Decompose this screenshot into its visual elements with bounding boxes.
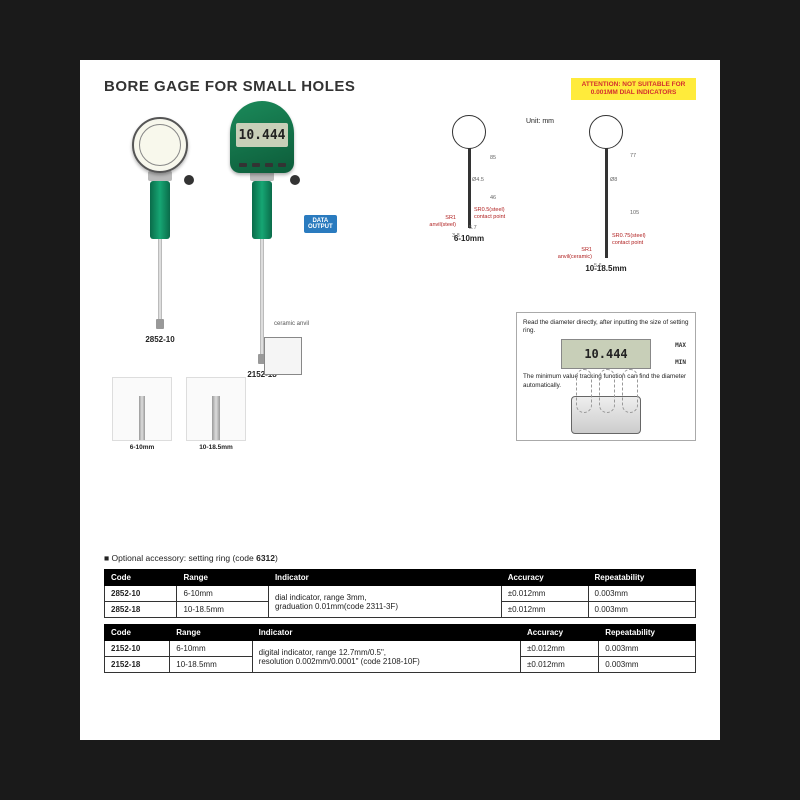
dim-w: 5.7 bbox=[469, 225, 477, 231]
info-panel: Read the diameter directly, after inputt… bbox=[516, 312, 696, 441]
anvil-detail-box bbox=[264, 337, 302, 375]
tip-closeups: 6-10mm 10-18.5mm bbox=[112, 377, 246, 451]
dial-outline bbox=[452, 115, 486, 149]
callout-contact: SR0.75(steel) contact point bbox=[612, 233, 646, 247]
stem bbox=[158, 239, 162, 319]
info-text-1: Read the diameter directly, after inputt… bbox=[523, 319, 689, 335]
tech-label: 10-18.5mm bbox=[546, 264, 666, 273]
spec-table-dial: Code Range Indicator Accuracy Repeatabil… bbox=[104, 569, 696, 618]
handle bbox=[252, 181, 272, 239]
th-repeat: Repeatability bbox=[588, 570, 695, 586]
button-row bbox=[236, 163, 288, 167]
data-output-badge: DATA OUTPUT bbox=[304, 215, 337, 233]
callout-contact: SR0.5(steel) contact point bbox=[474, 207, 505, 221]
tech-label: 6-10mm bbox=[414, 234, 524, 243]
dim-h2: 46 bbox=[490, 195, 496, 201]
ring-diagram bbox=[523, 396, 689, 434]
lcd-display: 10.444 bbox=[236, 123, 288, 147]
min-label: MIN bbox=[675, 359, 686, 367]
dim-h1: 77 bbox=[630, 153, 636, 159]
accessory-note: ■ Optional accessory: setting ring (code… bbox=[104, 553, 696, 563]
dial-outline bbox=[589, 115, 623, 149]
dim-d: Ø4.5 bbox=[472, 177, 484, 183]
info-lcd: 10.444 MAX MIN bbox=[561, 339, 651, 369]
handle bbox=[150, 181, 170, 239]
adjust-knob bbox=[184, 175, 194, 185]
th-code: Code bbox=[105, 570, 177, 586]
stem-outline bbox=[605, 148, 608, 258]
callout-anvil: SR1 anvil(steel) bbox=[410, 215, 456, 229]
th-repeat: Repeatability bbox=[599, 625, 696, 641]
th-range: Range bbox=[170, 625, 252, 641]
th-code: Code bbox=[105, 625, 170, 641]
dim-w: 5.6 bbox=[594, 263, 602, 269]
datasheet: BORE GAGE FOR SMALL HOLES ATTENTION: NOT… bbox=[80, 60, 720, 740]
dim-h2: 105 bbox=[630, 210, 639, 216]
analog-label: 2852-10 bbox=[132, 335, 188, 344]
dim-h1: 85 bbox=[490, 155, 496, 161]
dim-t: 3.8 bbox=[452, 233, 460, 239]
th-accuracy: Accuracy bbox=[501, 570, 588, 586]
dim-d: Ø8 bbox=[610, 177, 617, 183]
probe-tip bbox=[156, 319, 164, 329]
tech-drawing-large: 77 105 Ø8 SR0.75(steel) contact point SR… bbox=[546, 115, 666, 273]
stem-outline bbox=[468, 148, 471, 228]
th-accuracy: Accuracy bbox=[521, 625, 599, 641]
th-range: Range bbox=[177, 570, 268, 586]
closeup-small: 6-10mm bbox=[112, 377, 172, 451]
max-label: MAX bbox=[675, 342, 686, 350]
spec-table-digital: Code Range Indicator Accuracy Repeatabil… bbox=[104, 624, 696, 673]
warning-badge: ATTENTION: NOT SUITABLE FOR 0.001MM DIAL… bbox=[571, 78, 696, 100]
closeup-large: 10-18.5mm bbox=[186, 377, 246, 451]
product-area: 2852-10 10.444 2152-18 DATA OUTPUT ceram… bbox=[104, 107, 696, 547]
th-indicator: Indicator bbox=[252, 625, 520, 641]
table-row: 2852-10 6-10mm dial indicator, range 3mm… bbox=[105, 586, 696, 602]
dial-face bbox=[132, 117, 188, 173]
adjust-knob bbox=[290, 175, 300, 185]
callout-anvil: SR1 anvil(ceramic) bbox=[542, 247, 592, 261]
tech-drawing-small: 85 46 Ø4.5 SR1 anvil(steel) SR0.5(steel)… bbox=[414, 115, 524, 243]
ceramic-note: ceramic anvil bbox=[274, 321, 309, 327]
th-indicator: Indicator bbox=[268, 570, 501, 586]
table-row: 2152-10 6-10mm digital indicator, range … bbox=[105, 641, 696, 657]
analog-gage: 2852-10 bbox=[132, 117, 188, 344]
digital-head: 10.444 bbox=[230, 101, 294, 173]
